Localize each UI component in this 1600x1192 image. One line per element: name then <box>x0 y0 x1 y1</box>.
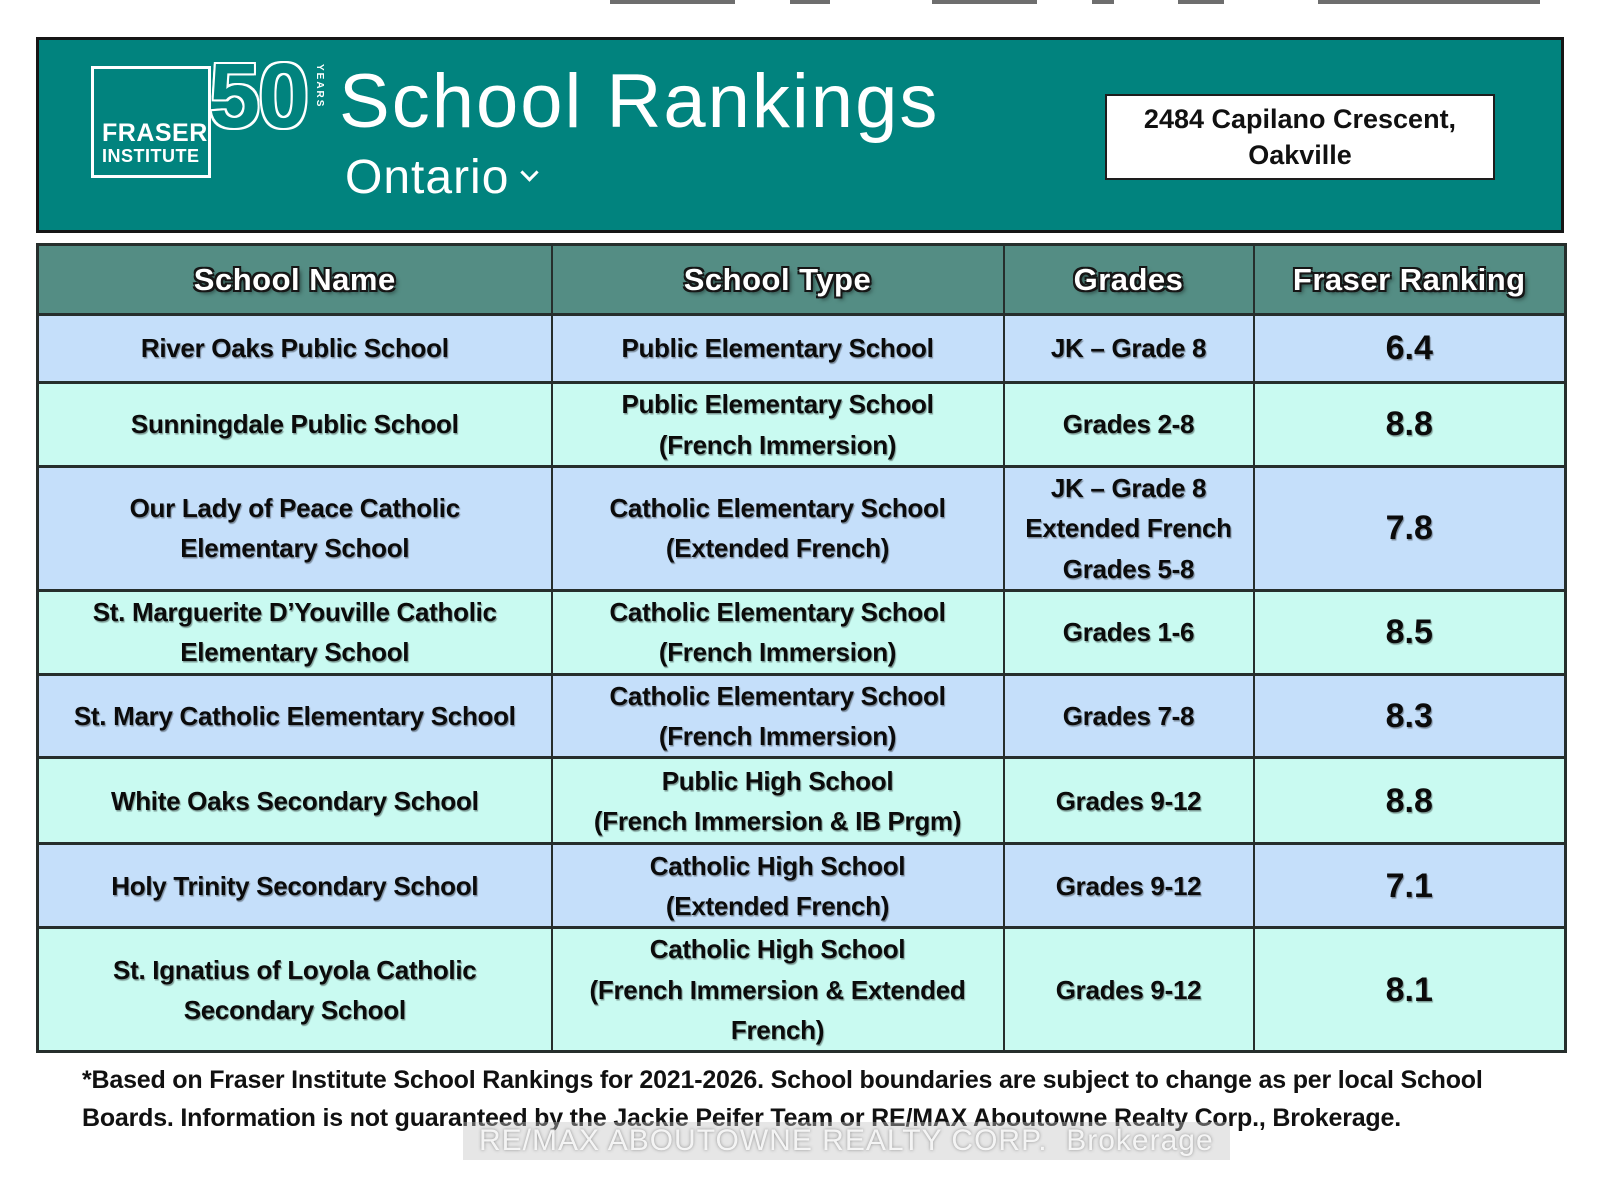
table-row: White Oaks Secondary School Public High … <box>36 756 1567 846</box>
logo-name-line2: INSTITUTE <box>102 146 200 167</box>
table-row: Holy Trinity Secondary School Catholic H… <box>36 842 1567 930</box>
cell-school-name: St. Mary Catholic Elementary School <box>36 672 553 760</box>
fraser-institute-logo: FRASER INSTITUTE 50 YEARS <box>91 50 361 212</box>
cell-school-type: Catholic High School (Extended French) <box>550 842 1005 930</box>
crop-artifact-dash <box>610 0 735 4</box>
column-header-school-type: School Type <box>550 243 1005 316</box>
page-title: School Rankings <box>339 59 940 144</box>
cell-grades: Grades 2-8 <box>1002 381 1255 468</box>
cell-fraser-ranking: 8.5 <box>1252 588 1567 676</box>
cell-grades: Grades 9-12 <box>1002 926 1255 1054</box>
cell-school-name: Our Lady of Peace Catholic Elementary Sc… <box>36 465 553 592</box>
cell-school-name: St. Ignatius of Loyola Catholic Secondar… <box>36 926 553 1054</box>
table-header-row: School Name School Type Grades Fraser Ra… <box>36 243 1567 316</box>
table-row: St. Mary Catholic Elementary School Cath… <box>36 672 1567 760</box>
cell-fraser-ranking: 8.1 <box>1252 926 1567 1054</box>
address-box: 2484 Capilano Crescent, Oakville <box>1105 94 1495 180</box>
cell-grades: JK – Grade 8 Extended French Grades 5-8 <box>1002 465 1255 592</box>
crop-artifact-dash <box>932 0 1037 4</box>
disclaimer-text: *Based on Fraser Institute School Rankin… <box>82 1066 1483 1132</box>
address-line2: Oakville <box>1248 140 1352 170</box>
cell-school-type: Catholic Elementary School (French Immer… <box>550 588 1005 676</box>
column-header-fraser-ranking: Fraser Ranking <box>1252 243 1567 316</box>
cell-fraser-ranking: 8.8 <box>1252 756 1567 846</box>
crop-artifact-dash <box>790 0 830 4</box>
cell-school-name: St. Marguerite D’Youville Catholic Eleme… <box>36 588 553 676</box>
cell-school-type: Catholic High School (French Immersion &… <box>550 926 1005 1054</box>
chevron-down-icon[interactable] <box>520 162 540 182</box>
header-banner: FRASER INSTITUTE 50 YEARS School Ranking… <box>36 37 1564 233</box>
banner-titles: School Rankings Ontario <box>339 62 939 205</box>
fifty-years-badge: 50 <box>209 45 309 147</box>
cell-school-type: Catholic Elementary School (Extended Fre… <box>550 465 1005 592</box>
table-row: St. Marguerite D’Youville Catholic Eleme… <box>36 588 1567 676</box>
table-row: Our Lady of Peace Catholic Elementary Sc… <box>36 465 1567 592</box>
cell-school-type: Catholic Elementary School (French Immer… <box>550 672 1005 760</box>
cell-school-name: Holy Trinity Secondary School <box>36 842 553 930</box>
cell-grades: Grades 1-6 <box>1002 588 1255 676</box>
cell-school-type: Public Elementary School (French Immersi… <box>550 381 1005 468</box>
cell-grades: Grades 9-12 <box>1002 756 1255 846</box>
table-row: St. Ignatius of Loyola Catholic Secondar… <box>36 926 1567 1054</box>
address-line1: 2484 Capilano Crescent, <box>1143 103 1457 134</box>
brokerage-watermark: RE/MAX ABOUTOWNE REALTY CORP. Brokerage <box>463 1122 1230 1160</box>
ontario-dropdown[interactable]: Ontario <box>345 150 939 205</box>
fifty-years-badge-label: YEARS <box>314 64 325 109</box>
table-row: Sunningdale Public School Public Element… <box>36 381 1567 468</box>
cell-school-type: Public High School (French Immersion & I… <box>550 756 1005 846</box>
cell-school-name: White Oaks Secondary School <box>36 756 553 846</box>
cell-fraser-ranking: 8.8 <box>1252 381 1567 468</box>
cell-fraser-ranking: 7.8 <box>1252 465 1567 592</box>
cell-grades: Grades 7-8 <box>1002 672 1255 760</box>
region-label: Ontario <box>345 150 510 204</box>
column-header-grades: Grades <box>1002 243 1255 316</box>
fraser-institute-logo-box: FRASER INSTITUTE <box>91 66 211 178</box>
crop-artifact-dash <box>1092 0 1114 4</box>
cell-school-name: River Oaks Public School <box>36 313 553 384</box>
cell-fraser-ranking: 7.1 <box>1252 842 1567 930</box>
crop-artifact-dash <box>1178 0 1224 4</box>
cell-grades: Grades 9-12 <box>1002 842 1255 930</box>
cell-grades: JK – Grade 8 <box>1002 313 1255 384</box>
cell-fraser-ranking: 6.4 <box>1252 313 1567 384</box>
table-row: River Oaks Public School Public Elementa… <box>36 313 1567 384</box>
logo-name-line1: FRASER <box>102 119 208 148</box>
cell-fraser-ranking: 8.3 <box>1252 672 1567 760</box>
crop-artifact-dash <box>1318 0 1540 4</box>
cell-school-name: Sunningdale Public School <box>36 381 553 468</box>
column-header-school-name: School Name <box>36 243 553 316</box>
cell-school-type: Public Elementary School <box>550 313 1005 384</box>
school-rankings-table: School Name School Type Grades Fraser Ra… <box>36 243 1567 1054</box>
